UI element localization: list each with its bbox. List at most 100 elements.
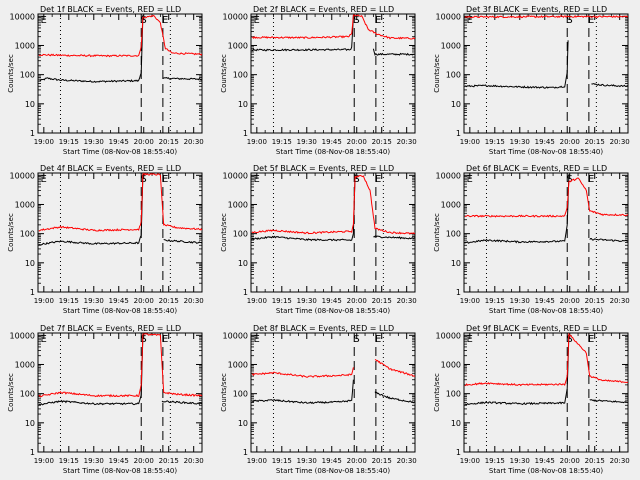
panel-3: Det 3f BLACK = Events, RED = LLD 1 10 100 10… bbox=[433, 5, 630, 156]
series-line-events bbox=[464, 40, 569, 89]
y-axis-label: Counts/sec bbox=[220, 373, 228, 412]
y-tick-label: 1000 bbox=[15, 41, 35, 50]
x-tick-label: 20:30 bbox=[610, 138, 630, 146]
x-tick-label: 19:30 bbox=[84, 457, 104, 465]
series-line-events bbox=[38, 15, 144, 83]
y-tick-label: 1000 bbox=[228, 41, 248, 50]
x-tick-label: 20:15 bbox=[585, 457, 605, 465]
x-tick-label: 19:00 bbox=[460, 138, 480, 146]
y-axis-label: Counts/sec bbox=[433, 373, 441, 412]
x-axis-label: Start Time (08-Nov-08 18:55:40) bbox=[276, 467, 390, 475]
interval-marker-label: E bbox=[375, 15, 381, 26]
x-tick-label: 20:00 bbox=[347, 138, 367, 146]
series-line-events-after bbox=[374, 391, 415, 404]
x-tick-label: 19:00 bbox=[34, 297, 54, 305]
x-axis-label: Start Time (08-Nov-08 18:55:40) bbox=[489, 148, 603, 156]
plot-frame bbox=[463, 172, 629, 293]
plot-frame bbox=[250, 13, 416, 134]
x-tick-label: 20:30 bbox=[397, 297, 417, 305]
x-tick-label: 19:45 bbox=[322, 457, 342, 465]
x-tick-label: 19:30 bbox=[510, 138, 530, 146]
series-line-events bbox=[464, 334, 570, 406]
series-line-lld bbox=[251, 175, 415, 235]
interval-marker-label: E bbox=[162, 334, 168, 345]
x-tick-label: 19:45 bbox=[322, 138, 342, 146]
x-tick-label: 20:15 bbox=[159, 297, 179, 305]
interval-marker-label: S bbox=[140, 334, 146, 345]
series-line-events-after bbox=[372, 48, 415, 56]
x-tick-label: 19:00 bbox=[34, 138, 54, 146]
x-tick-label: 19:30 bbox=[297, 138, 317, 146]
y-axis-label: Counts/sec bbox=[220, 54, 228, 93]
y-tick-label: 100 bbox=[446, 230, 461, 239]
x-tick-label: 20:15 bbox=[585, 138, 605, 146]
x-axis-label: Start Time (08-Nov-08 18:55:40) bbox=[276, 307, 390, 315]
y-tick-label: 100 bbox=[446, 390, 461, 399]
y-tick-label: 100 bbox=[20, 390, 35, 399]
x-tick-label: 20:30 bbox=[397, 457, 417, 465]
interval-marker-label: E bbox=[466, 334, 472, 345]
x-tick-label: 19:00 bbox=[247, 297, 267, 305]
y-tick-label: 100 bbox=[446, 71, 461, 80]
series-line-events bbox=[251, 174, 356, 242]
interval-marker-label: E bbox=[588, 174, 594, 185]
x-tick-label: 19:30 bbox=[84, 138, 104, 146]
x-tick-label: 20:30 bbox=[397, 138, 417, 146]
y-tick-label: 1 bbox=[30, 288, 35, 297]
y-tick-label: 1000 bbox=[228, 200, 248, 209]
series-line-events-after bbox=[163, 238, 202, 244]
series-line-lld bbox=[251, 14, 415, 40]
y-tick-label: 1 bbox=[243, 288, 248, 297]
x-tick-label: 19:45 bbox=[322, 297, 342, 305]
x-tick-label: 19:30 bbox=[510, 457, 530, 465]
y-tick-label: 1 bbox=[243, 129, 248, 138]
x-tick-label: 19:30 bbox=[510, 297, 530, 305]
y-tick-label: 1 bbox=[456, 288, 461, 297]
y-tick-label: 1 bbox=[456, 129, 461, 138]
series-line-lld bbox=[38, 173, 202, 232]
x-tick-label: 20:30 bbox=[184, 138, 204, 146]
plot-frame bbox=[37, 172, 203, 293]
panel-9: Det 9f BLACK = Events, RED = LLD 1 10 100 10… bbox=[433, 324, 630, 475]
y-tick-label: 10000 bbox=[436, 171, 461, 180]
x-tick-label: 19:00 bbox=[247, 457, 267, 465]
panel-title: Det 6f BLACK = Events, RED = LLD bbox=[466, 164, 607, 173]
panel-7: Det 7f BLACK = Events, RED = LLD 1 10 100 10… bbox=[7, 324, 204, 475]
series-line-lld bbox=[38, 333, 202, 398]
x-tick-label: 20:30 bbox=[610, 297, 630, 305]
plot-frame bbox=[250, 332, 416, 453]
interval-marker-label: S bbox=[140, 15, 146, 26]
series-line-lld bbox=[464, 14, 628, 19]
x-tick-label: 19:15 bbox=[59, 297, 79, 305]
y-axis-label: Counts/sec bbox=[7, 213, 15, 252]
x-tick-label: 19:15 bbox=[59, 138, 79, 146]
x-tick-label: 19:00 bbox=[460, 457, 480, 465]
x-tick-label: 19:45 bbox=[535, 457, 555, 465]
interval-marker-label: E bbox=[253, 15, 259, 26]
x-axis-label: Start Time (08-Nov-08 18:55:40) bbox=[276, 148, 390, 156]
interval-marker-label: S bbox=[566, 174, 572, 185]
x-axis-label: Start Time (08-Nov-08 18:55:40) bbox=[489, 307, 603, 315]
panel-5: Det 5f BLACK = Events, RED = LLD 1 10 100 10… bbox=[220, 164, 417, 315]
interval-marker-label: S bbox=[353, 15, 359, 26]
interval-marker-label: E bbox=[162, 15, 168, 26]
x-tick-label: 19:15 bbox=[272, 457, 292, 465]
series-line-lld bbox=[38, 14, 202, 58]
y-axis-label: Counts/sec bbox=[7, 54, 15, 93]
y-tick-label: 10000 bbox=[10, 12, 35, 21]
x-tick-label: 20:30 bbox=[184, 297, 204, 305]
x-tick-label: 20:15 bbox=[159, 457, 179, 465]
series-line-lld-after bbox=[374, 359, 415, 377]
x-tick-label: 20:00 bbox=[347, 297, 367, 305]
y-tick-label: 10000 bbox=[223, 331, 248, 340]
y-tick-label: 1000 bbox=[441, 41, 461, 50]
y-tick-label: 10 bbox=[451, 100, 461, 109]
interval-marker-label: E bbox=[162, 174, 168, 185]
panel-title: Det 2f BLACK = Events, RED = LLD bbox=[253, 5, 394, 14]
x-tick-label: 19:15 bbox=[272, 297, 292, 305]
x-tick-label: 20:00 bbox=[134, 457, 154, 465]
series-line-events-after bbox=[161, 400, 202, 406]
series-line-lld bbox=[251, 367, 354, 378]
y-tick-label: 100 bbox=[20, 230, 35, 239]
y-tick-label: 10000 bbox=[436, 331, 461, 340]
